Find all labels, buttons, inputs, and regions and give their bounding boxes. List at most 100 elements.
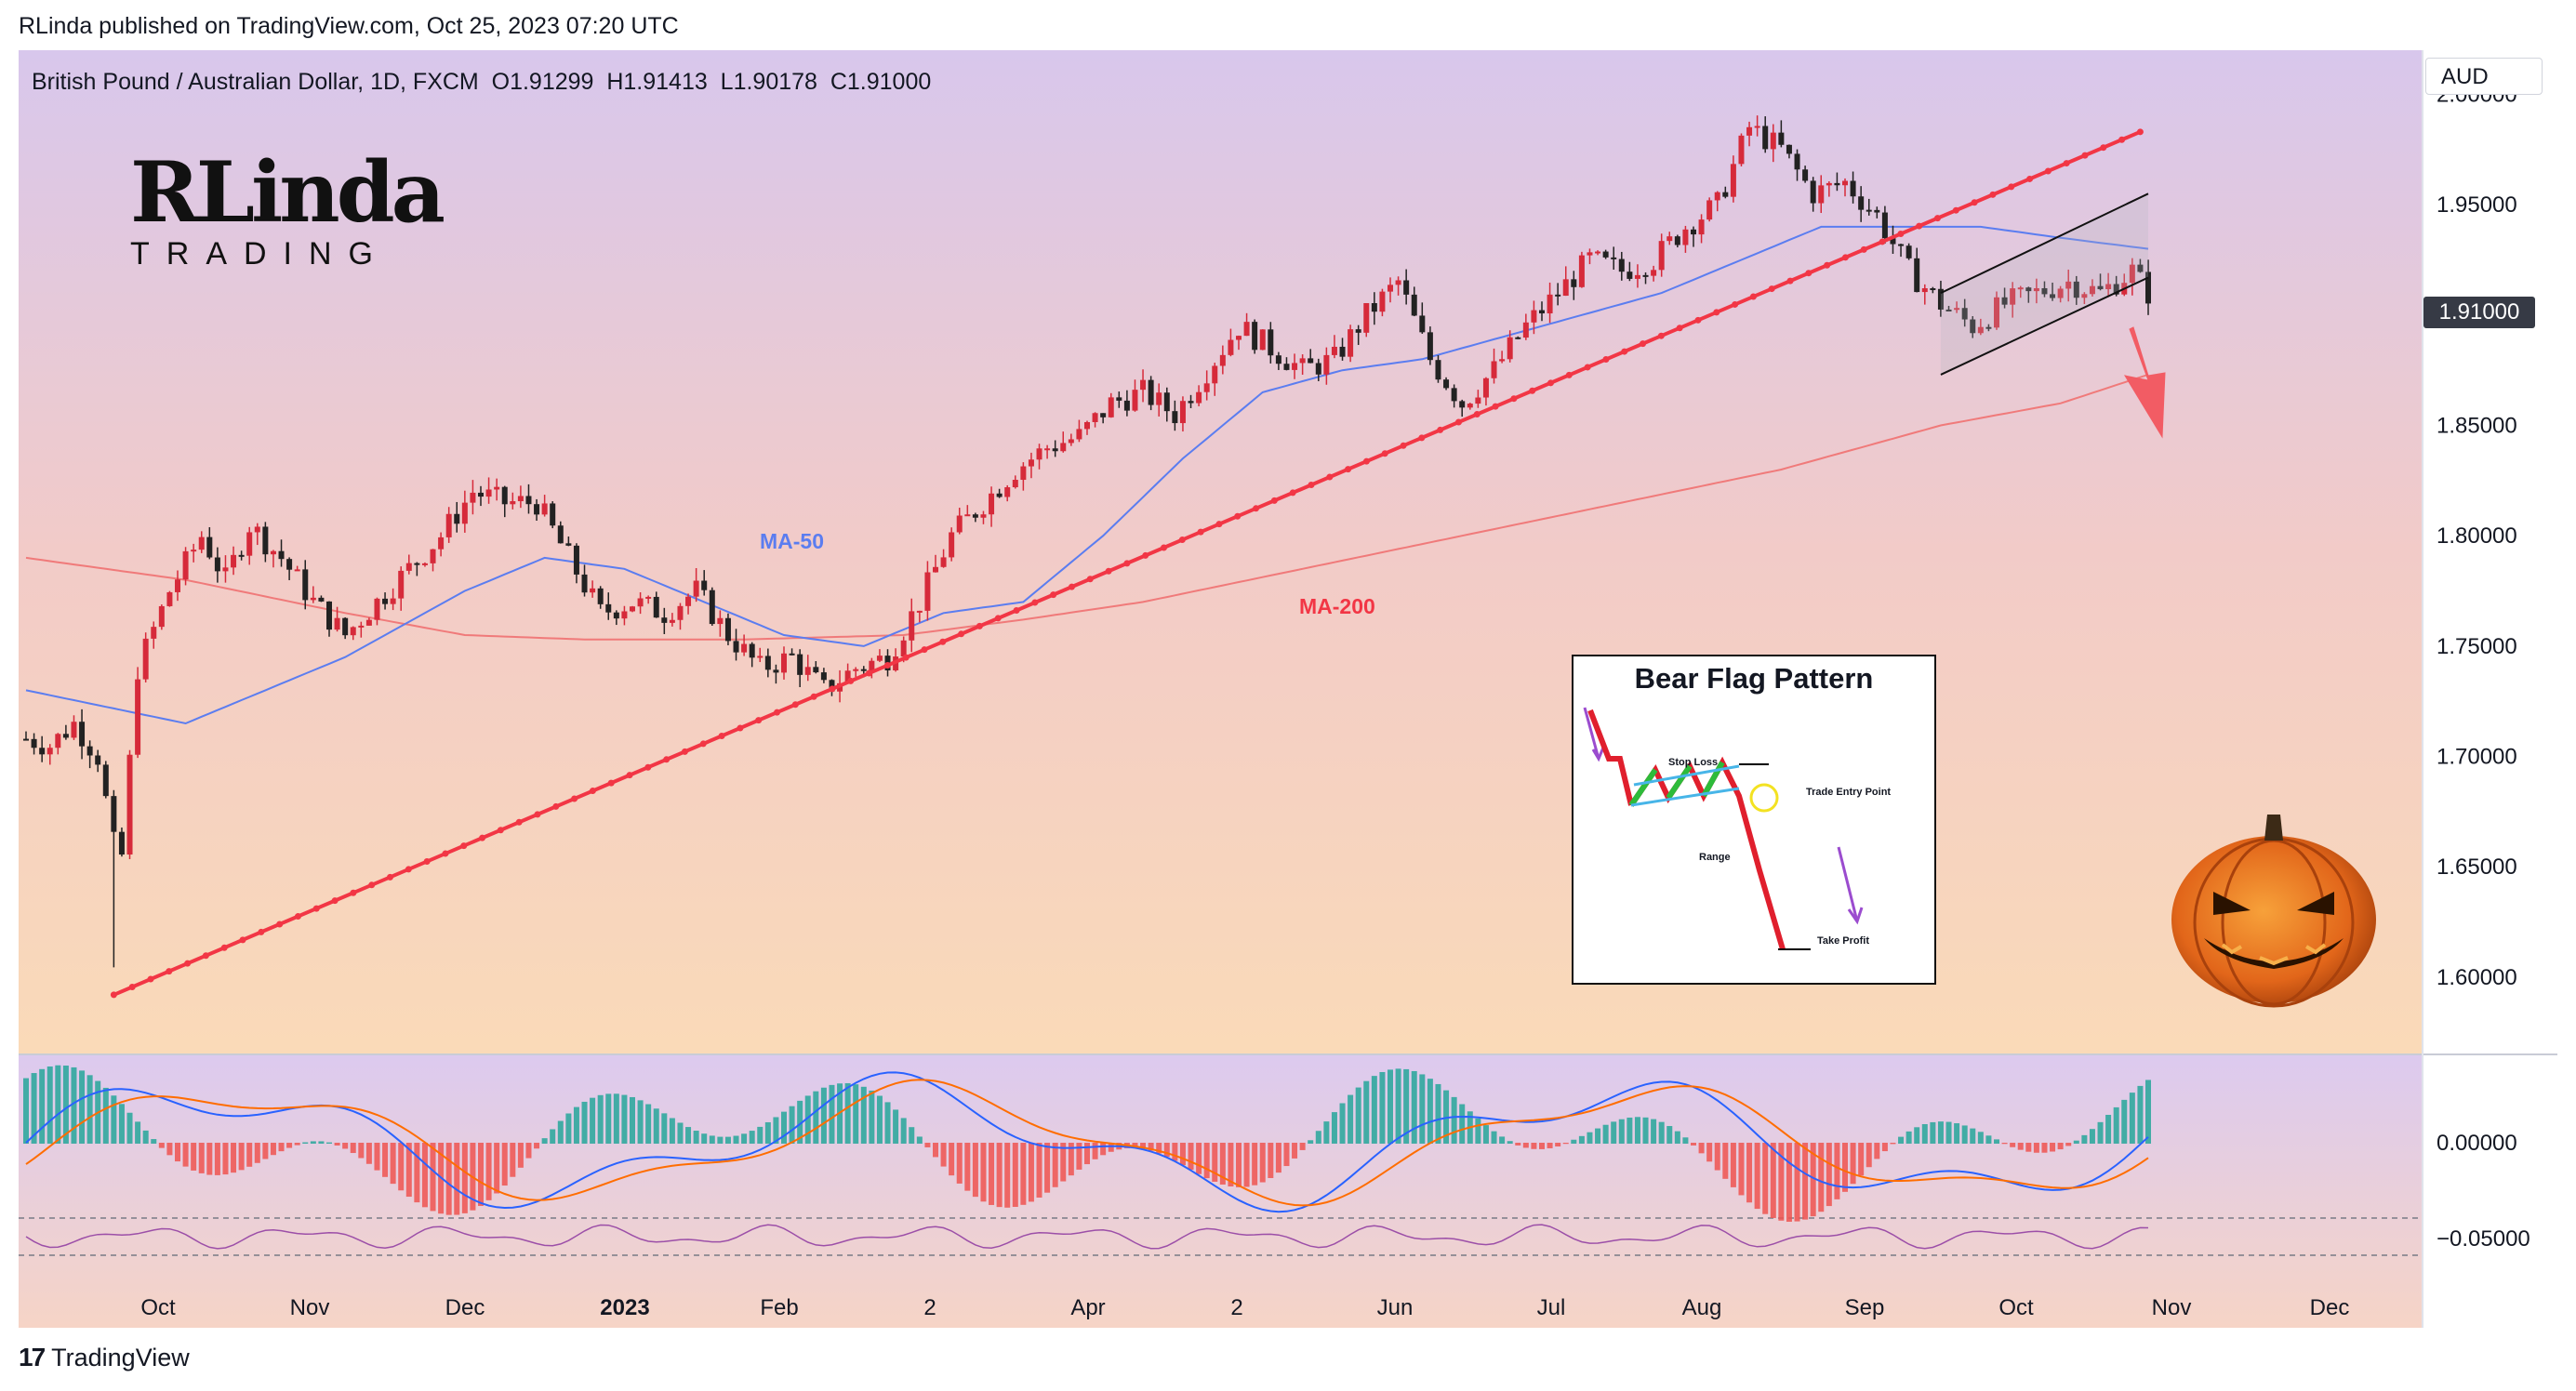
histogram-bar xyxy=(964,1143,971,1191)
trendline-dot xyxy=(460,842,468,850)
histogram-bar xyxy=(884,1102,891,1144)
price-axis[interactable]: 2.000001.950001.900001.850001.800001.750… xyxy=(2437,82,2517,989)
channel-layer xyxy=(1940,192,2149,376)
candle-body xyxy=(39,748,46,755)
time-tick-label: Feb xyxy=(760,1295,798,1320)
candle-body xyxy=(645,596,652,599)
candle-body xyxy=(1698,219,1705,235)
histogram-bar xyxy=(1100,1143,1107,1156)
candle-body xyxy=(804,667,811,675)
histogram-bar xyxy=(1515,1143,1521,1146)
histogram-bar xyxy=(461,1143,468,1213)
candle-body xyxy=(2081,294,2088,298)
histogram-bar xyxy=(135,1121,141,1144)
histogram-bar xyxy=(214,1143,220,1175)
histogram-bar xyxy=(1020,1143,1027,1205)
candle-body xyxy=(23,738,29,741)
histogram-bar xyxy=(430,1143,436,1212)
symbol-legend[interactable]: British Pound / Australian Dollar, 1D, F… xyxy=(32,69,932,95)
candle-body xyxy=(1578,255,1585,287)
candle-body xyxy=(2097,285,2104,290)
time-axis[interactable]: Oct Nov Dec 2023 Feb 2 Apr 2 Jun Jul Aug Sep Oct Nov D… xyxy=(140,1295,2349,1320)
candle-body xyxy=(1522,322,1529,338)
trendline-dot xyxy=(1786,277,1794,285)
histogram-bar xyxy=(126,1112,133,1144)
histogram-bar xyxy=(175,1143,180,1162)
candle-body xyxy=(1419,315,1426,333)
histogram-bar xyxy=(717,1136,724,1144)
candle-body xyxy=(294,569,300,572)
candle-body xyxy=(1236,336,1242,340)
price-tick-label: 1.65000 xyxy=(2437,854,2517,880)
histogram-bar xyxy=(1571,1139,1577,1144)
candle-body xyxy=(1770,132,1776,150)
candle-body xyxy=(1467,404,1473,408)
candle-body xyxy=(1682,229,1689,245)
trendline-dot xyxy=(1197,528,1204,536)
candle-body xyxy=(1228,339,1234,355)
candle-body xyxy=(637,598,644,607)
histogram-bar xyxy=(1874,1143,1880,1159)
candle-body xyxy=(1123,400,1130,411)
histogram-bar xyxy=(2121,1099,2128,1144)
trendline-dot xyxy=(644,763,652,771)
candle-body xyxy=(909,611,915,641)
histogram-bar xyxy=(1698,1143,1705,1154)
candle-body xyxy=(1602,251,1609,258)
histogram-bar xyxy=(1388,1069,1393,1144)
histogram-bar xyxy=(1163,1143,1170,1158)
histogram-bar xyxy=(2010,1143,2016,1147)
histogram-bar xyxy=(1348,1094,1354,1144)
histogram-bar xyxy=(1084,1143,1090,1165)
histogram-bar xyxy=(39,1068,46,1144)
trendline-dot xyxy=(350,889,357,896)
histogram-bar xyxy=(182,1143,189,1167)
histogram-bar xyxy=(86,1075,93,1144)
chart-area[interactable]: 2.000001.950001.900001.850001.800001.750… xyxy=(19,50,2557,1328)
candle-body xyxy=(1634,274,1640,279)
trendline-dot xyxy=(718,732,725,739)
candle-body xyxy=(1930,288,1936,291)
candle-body xyxy=(1595,251,1601,254)
candle-body xyxy=(302,569,309,601)
histogram-bar xyxy=(231,1143,237,1173)
histogram-bar xyxy=(1842,1143,1848,1192)
time-tick-label: Dec xyxy=(445,1295,485,1320)
currency-button[interactable]: AUD xyxy=(2425,58,2543,95)
histogram-bar xyxy=(645,1104,652,1144)
histogram-bar xyxy=(2129,1093,2135,1144)
trendline-dot xyxy=(866,669,873,677)
histogram-bar xyxy=(949,1143,955,1176)
trendline-dot xyxy=(1289,489,1296,497)
histogram-bar xyxy=(1068,1143,1074,1176)
trendline-dot xyxy=(147,975,154,983)
time-tick-label: 2 xyxy=(923,1295,936,1320)
chart-svg[interactable]: 2.000001.950001.900001.850001.800001.750… xyxy=(19,50,2557,1328)
candle-body xyxy=(1203,383,1210,392)
trendline-dot xyxy=(2044,167,2052,175)
trendline-dot xyxy=(589,788,596,795)
histogram-bar xyxy=(2073,1140,2079,1144)
histogram-bar xyxy=(1531,1143,1537,1149)
trendline-dot xyxy=(1879,238,1886,245)
trendline-dot xyxy=(1473,411,1481,418)
bear-flag-diagram xyxy=(1583,707,1864,950)
oscillator-pane-bg xyxy=(19,1054,2423,1328)
candle-body xyxy=(390,598,396,604)
candle-body xyxy=(1921,288,1928,293)
histogram-bar xyxy=(151,1139,157,1144)
histogram-bar xyxy=(1682,1137,1689,1144)
trendline-dot xyxy=(1657,332,1665,339)
histogram-bar xyxy=(924,1143,931,1147)
candle-body xyxy=(1730,164,1736,197)
candle-body xyxy=(573,545,579,575)
trendline-dot xyxy=(1749,293,1757,300)
candle-body xyxy=(135,679,141,755)
logo-subtext: TRADING xyxy=(130,236,390,272)
price-tick-label: 1.85000 xyxy=(2437,414,2517,439)
candle-body xyxy=(206,537,213,558)
histogram-bar xyxy=(1196,1143,1202,1174)
histogram-bar xyxy=(550,1129,556,1144)
tradingview-logo[interactable]: 17 TradingView xyxy=(19,1343,190,1372)
histogram-bar xyxy=(62,1066,69,1144)
